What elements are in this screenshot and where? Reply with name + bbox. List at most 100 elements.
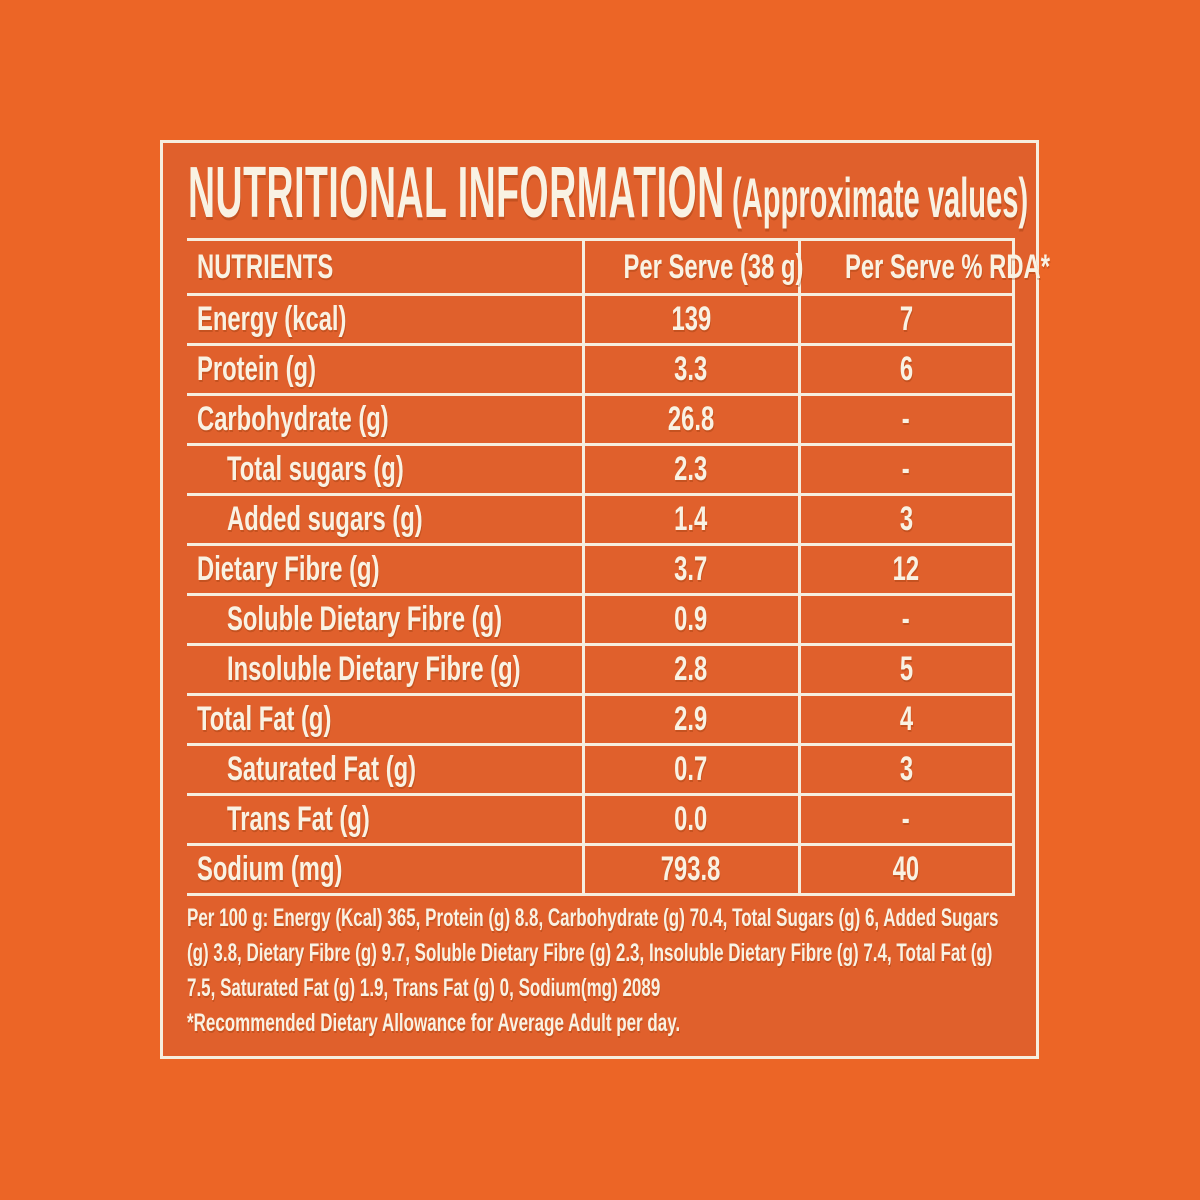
nutrient-name: Carbohydrate (g) (197, 400, 389, 438)
per-serve-value: 0.9 (674, 600, 708, 638)
table-row: Trans Fat (g) 0.0 - (187, 793, 1015, 846)
per-serve-value: 0.0 (674, 800, 708, 838)
per-serve-value: 139 (671, 300, 711, 338)
nutrient-name: Protein (g) (197, 350, 316, 388)
per-serve-value: 3.7 (674, 550, 708, 588)
rda-value: - (902, 800, 910, 838)
nutrient-name: Energy (kcal) (197, 300, 347, 338)
nutrient-name-cell: Saturated Fat (g) (187, 743, 583, 796)
nutrient-name-cell: Energy (kcal) (187, 293, 583, 346)
table-header-row: NUTRIENTS Per Serve (38 g) Per Serve % R… (187, 238, 1049, 296)
per-100g-note: Per 100 g: Energy (Kcal) 365, Protein (g… (187, 904, 999, 1002)
nutrient-name: Saturated Fat (g) (227, 750, 417, 788)
nutrient-name: Insoluble Dietary Fibre (g) (227, 650, 521, 688)
nutrient-name-cell: Total Fat (g) (187, 693, 583, 746)
per-serve-value-cell: 139 (581, 293, 799, 346)
rda-value-cell: 7 (797, 293, 1015, 346)
table-row: Dietary Fibre (g) 3.7 12 (187, 543, 1015, 596)
rda-value: 5 (899, 650, 913, 688)
per-serve-value: 2.8 (674, 650, 708, 688)
nutrient-name-cell: Sodium (mg) (187, 843, 583, 896)
per-serve-value-cell: 0.0 (581, 793, 799, 846)
rda-value: - (902, 400, 910, 438)
nutrient-name-cell: Dietary Fibre (g) (187, 543, 583, 596)
title: NUTRITIONAL INFORMATION (Approximate valu… (188, 157, 1028, 229)
rda-value-cell: 40 (797, 843, 1015, 896)
nutrition-table: NUTRIENTS Per Serve (38 g) Per Serve % R… (187, 238, 1049, 896)
rda-value: 40 (892, 850, 920, 888)
per-serve-value: 0.7 (674, 750, 708, 788)
footnotes: Per 100 g: Energy (Kcal) 365, Protein (g… (187, 901, 1013, 1041)
table-row: Total sugars (g) 2.3 - (187, 443, 1015, 496)
nutrient-name: Soluble Dietary Fibre (g) (227, 600, 503, 638)
rda-value-cell: 6 (797, 343, 1015, 396)
nutrient-name-cell: Soluble Dietary Fibre (g) (187, 593, 583, 646)
per-serve-value-cell: 3.7 (581, 543, 799, 596)
rda-value-cell: 4 (797, 693, 1015, 746)
per-serve-value-cell: 2.3 (581, 443, 799, 496)
rda-value-cell: 3 (797, 493, 1015, 546)
rda-value: 6 (899, 350, 913, 388)
column-header-rda-label: Per Serve % RDA* (844, 247, 1050, 286)
column-header-nutrients-label: NUTRIENTS (197, 247, 334, 286)
rda-value-cell: 3 (797, 743, 1015, 796)
nutrient-name-cell: Insoluble Dietary Fibre (g) (187, 643, 583, 696)
per-serve-value-cell: 0.9 (581, 593, 799, 646)
rda-value: 3 (899, 750, 913, 788)
nutrient-name-cell: Trans Fat (g) (187, 793, 583, 846)
per-serve-value: 2.3 (674, 450, 708, 488)
rda-value-cell: 12 (797, 543, 1015, 596)
table-row: Insoluble Dietary Fibre (g) 2.8 5 (187, 643, 1015, 696)
per-serve-value: 3.3 (674, 350, 708, 388)
rda-value: - (902, 600, 910, 638)
nutrient-name: Added sugars (g) (227, 500, 423, 538)
rda-value-cell: - (797, 393, 1015, 446)
rda-value: 3 (899, 500, 913, 538)
rda-value-cell: - (797, 443, 1015, 496)
per-serve-value-cell: 793.8 (581, 843, 799, 896)
per-serve-value: 2.9 (674, 700, 708, 738)
per-serve-value-cell: 2.9 (581, 693, 799, 746)
per-serve-value-cell: 0.7 (581, 743, 799, 796)
nutrient-name: Trans Fat (g) (227, 800, 370, 838)
column-header-nutrients: NUTRIENTS (187, 238, 583, 296)
rda-value-cell: - (797, 593, 1015, 646)
nutrient-name: Dietary Fibre (g) (197, 550, 380, 588)
table-row: Sodium (mg) 793.8 40 (187, 843, 1015, 896)
table-row: Carbohydrate (g) 26.8 - (187, 393, 1015, 446)
nutrient-name: Total Fat (g) (197, 700, 332, 738)
nutrient-name-cell: Protein (g) (187, 343, 583, 396)
rda-note: *Recommended Dietary Allowance for Avera… (187, 1009, 681, 1037)
column-header-per-serve-label: Per Serve (38 g) (623, 247, 803, 286)
nutrient-name: Total sugars (g) (227, 450, 404, 488)
rda-value-cell: 5 (797, 643, 1015, 696)
nutrition-table-body: Energy (kcal) 139 7 Protein (g) 3.3 6 Ca… (187, 293, 1015, 896)
nutrient-name-cell: Total sugars (g) (187, 443, 583, 496)
per-serve-value: 1.4 (674, 500, 708, 538)
per-serve-value: 26.8 (667, 400, 715, 438)
per-serve-value-cell: 1.4 (581, 493, 799, 546)
per-serve-value-cell: 2.8 (581, 643, 799, 696)
table-row: Added sugars (g) 1.4 3 (187, 493, 1015, 546)
per-serve-value-cell: 3.3 (581, 343, 799, 396)
page-subtitle: (Approximate values) (732, 166, 1029, 229)
rda-value: 7 (899, 300, 913, 338)
nutrient-name-cell: Added sugars (g) (187, 493, 583, 546)
column-header-per-serve: Per Serve (38 g) (581, 238, 803, 296)
page-title: NUTRITIONAL INFORMATION (188, 153, 725, 233)
table-row: Soluble Dietary Fibre (g) 0.9 - (187, 593, 1015, 646)
column-header-rda: Per Serve % RDA* (797, 238, 1049, 296)
rda-value-cell: - (797, 793, 1015, 846)
nutrition-label-panel: NUTRITIONAL INFORMATION (Approximate valu… (160, 140, 1049, 1059)
rda-value: - (902, 450, 910, 488)
per-serve-value: 793.8 (661, 850, 721, 888)
rda-value: 4 (899, 700, 913, 738)
rda-value: 12 (892, 550, 920, 588)
table-row: Total Fat (g) 2.9 4 (187, 693, 1015, 746)
nutrient-name-cell: Carbohydrate (g) (187, 393, 583, 446)
nutrient-name: Sodium (mg) (197, 850, 343, 888)
per-serve-value-cell: 26.8 (581, 393, 799, 446)
table-row: Energy (kcal) 139 7 (187, 293, 1015, 346)
table-row: Protein (g) 3.3 6 (187, 343, 1015, 396)
